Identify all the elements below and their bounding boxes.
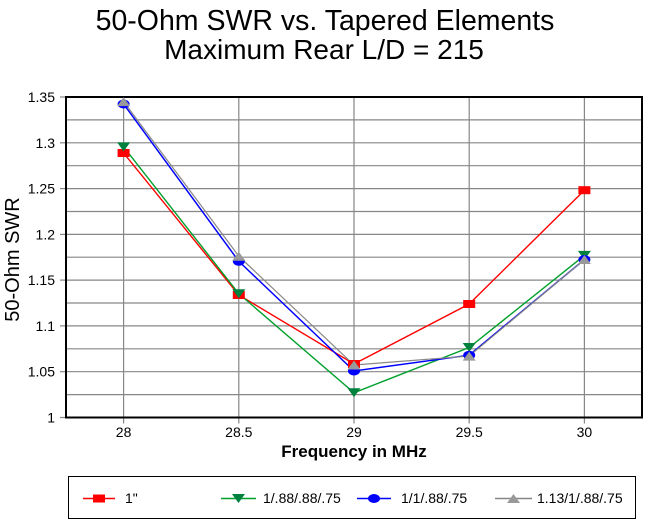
svg-text:1.2: 1.2 bbox=[36, 226, 56, 242]
svg-text:1/1/.88/.75: 1/1/.88/.75 bbox=[401, 490, 467, 506]
svg-text:50-Ohm SWR: 50-Ohm SWR bbox=[2, 197, 24, 321]
svg-text:Maximum Rear L/D = 215: Maximum Rear L/D = 215 bbox=[164, 34, 484, 65]
svg-text:28.5: 28.5 bbox=[225, 424, 252, 440]
svg-text:1": 1" bbox=[125, 490, 138, 506]
svg-text:28: 28 bbox=[116, 424, 132, 440]
svg-text:1.05: 1.05 bbox=[28, 364, 55, 380]
svg-text:1.35: 1.35 bbox=[28, 89, 55, 105]
svg-text:Frequency in MHz: Frequency in MHz bbox=[281, 442, 426, 461]
svg-text:50-Ohm SWR vs. Tapered Element: 50-Ohm SWR vs. Tapered Elements bbox=[96, 5, 555, 37]
svg-text:1/.88/.88/.75: 1/.88/.88/.75 bbox=[263, 490, 341, 506]
svg-text:1: 1 bbox=[47, 410, 55, 426]
svg-text:1.3: 1.3 bbox=[36, 135, 56, 151]
svg-text:29.5: 29.5 bbox=[456, 424, 483, 440]
svg-text:30: 30 bbox=[577, 424, 593, 440]
svg-text:1.1: 1.1 bbox=[36, 318, 56, 334]
svg-text:1.13/1/.88/.75: 1.13/1/.88/.75 bbox=[537, 490, 623, 506]
svg-text:1.15: 1.15 bbox=[28, 272, 55, 288]
svg-text:29: 29 bbox=[346, 424, 362, 440]
svg-text:1.25: 1.25 bbox=[28, 181, 55, 197]
